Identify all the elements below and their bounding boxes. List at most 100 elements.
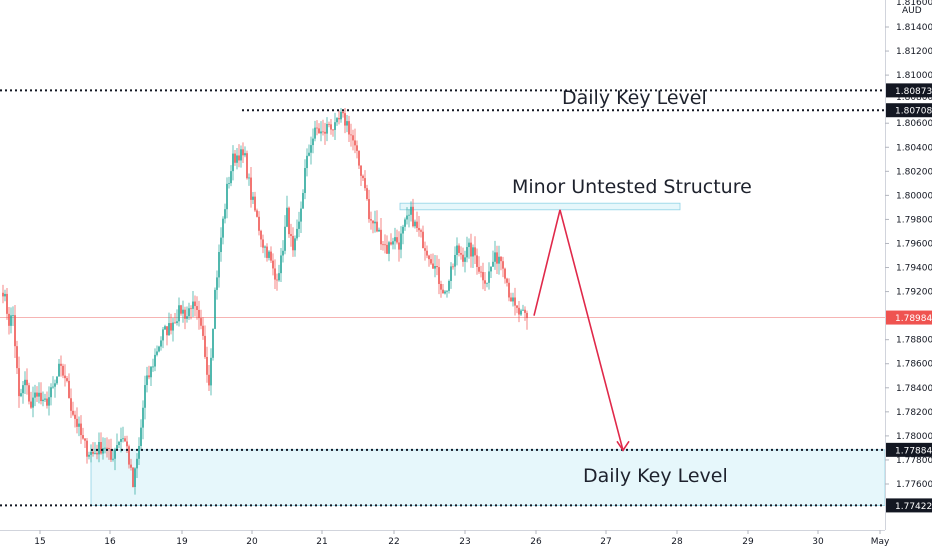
price-tick-label: 1.79600	[896, 240, 932, 250]
price-tick-label: 1.78400	[896, 384, 932, 394]
candle-body	[94, 453, 96, 454]
candle-body	[334, 122, 336, 130]
candle-body	[506, 278, 508, 283]
candle-body	[318, 128, 320, 134]
candle-body	[114, 449, 116, 459]
candle-body	[292, 235, 294, 251]
price-tick-label: 1.77600	[896, 480, 932, 490]
candle-body	[502, 261, 504, 269]
candle-body	[2, 292, 4, 297]
candle-body	[320, 131, 322, 134]
candle-body	[478, 266, 480, 272]
candle-body	[102, 448, 104, 454]
candle-body	[486, 282, 488, 284]
candle-body	[384, 244, 386, 246]
time-tick-label: 23	[459, 537, 470, 547]
candle-body	[198, 309, 200, 319]
candle-body	[254, 196, 256, 211]
time-tick-label: 29	[742, 537, 754, 547]
candle-body	[308, 152, 310, 156]
candle-body	[154, 354, 156, 367]
candle-body	[126, 441, 128, 447]
price-tick-label: 1.79800	[896, 215, 932, 225]
candle-body	[20, 393, 22, 397]
candle-body	[476, 255, 478, 267]
candle-body	[172, 322, 174, 331]
candle-body	[460, 252, 462, 255]
candle-body	[456, 245, 458, 255]
candle-body	[420, 230, 422, 232]
candle-body	[136, 458, 138, 469]
candle-body	[414, 221, 416, 227]
candle-body	[326, 123, 328, 134]
candle-body	[260, 230, 262, 240]
candle-body	[50, 387, 52, 398]
candle-body	[424, 248, 426, 251]
candle-body	[386, 244, 388, 254]
price-badge-upper_line	[886, 103, 932, 118]
candle-body	[380, 229, 382, 245]
candle-body	[430, 259, 432, 264]
time-tick-label: 19	[176, 537, 188, 547]
candle-body	[372, 220, 374, 224]
price-axis[interactable]: 1.81400 1.81200 1.81000 1.80600 1.80400 1.802…	[885, 23, 932, 490]
candle-body	[74, 414, 76, 419]
candle-body	[120, 438, 122, 442]
candle-body	[406, 215, 408, 220]
candle-body	[220, 237, 222, 253]
candle-body	[516, 305, 518, 308]
candle-body	[512, 297, 514, 302]
candle-body	[258, 216, 260, 231]
candle-body	[242, 149, 244, 156]
price-tick-label: 1.81200	[896, 47, 932, 57]
candle-body	[84, 438, 86, 441]
candle-body	[56, 376, 58, 384]
time-tick-label: 21	[316, 537, 327, 547]
candle-body	[466, 247, 468, 258]
candle-body	[152, 366, 154, 368]
candle-body	[398, 242, 400, 250]
price-tick-partial: 1.80800	[896, 93, 932, 103]
price-tick-label: 1.80400	[896, 143, 932, 153]
candle-body	[474, 247, 476, 256]
candle-body	[498, 256, 500, 264]
candle-body	[390, 242, 392, 245]
candle-body	[166, 326, 168, 336]
candle-body	[232, 153, 234, 172]
annotation-daily-key-level-top: Daily Key Level	[562, 87, 707, 109]
candle-body	[514, 297, 516, 306]
candle-body	[112, 458, 114, 460]
candle-body	[286, 207, 288, 227]
candle-body	[408, 214, 410, 216]
candle-body	[210, 357, 212, 386]
candle-body	[8, 313, 10, 326]
candle-body	[142, 407, 144, 428]
candle-body	[358, 150, 360, 166]
candle-body	[350, 134, 352, 136]
price-badge-label: 1.78984	[895, 314, 932, 324]
candle-body	[416, 221, 418, 228]
candle-body	[520, 310, 522, 315]
price-badges: 1.80873 1.80708 1.78984 1.77884 1.77422	[886, 83, 932, 513]
candle-body	[34, 392, 36, 398]
candle-body	[190, 308, 192, 310]
currency-label: AUD	[902, 6, 922, 16]
candle-body	[140, 427, 142, 446]
candle-body	[336, 118, 338, 123]
projection-arrow	[533, 209, 624, 451]
time-tick-label: 26	[530, 537, 542, 547]
candle-body	[236, 155, 238, 163]
candle-body	[306, 155, 308, 169]
candle-body	[284, 226, 286, 251]
candle-body	[422, 231, 424, 249]
candle-body	[238, 155, 240, 161]
candle-body	[464, 257, 466, 262]
price-tick-label: 1.78800	[896, 336, 932, 346]
candle-body	[510, 297, 512, 302]
candle-body	[208, 374, 210, 386]
candle-body	[294, 238, 296, 251]
candle-body	[54, 383, 56, 387]
price-tick-label: 1.80000	[896, 191, 932, 201]
time-axis[interactable]: 15 16 19 20 21 22 23 26 27 28 29 30 May	[34, 530, 890, 547]
